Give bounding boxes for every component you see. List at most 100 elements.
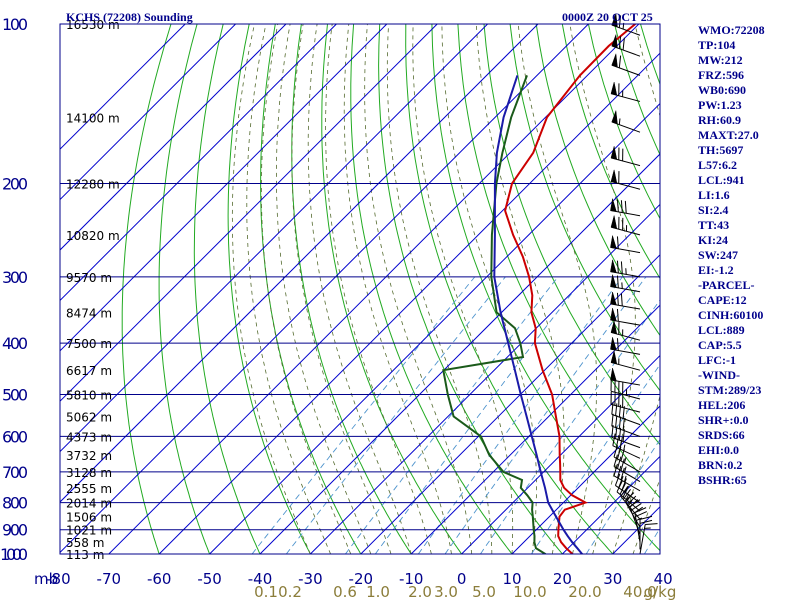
sounding-datetime: 0000Z 20 OCT 25	[562, 10, 653, 24]
wind-barb-flag	[616, 199, 619, 212]
height-labels: 16530 m 14100 m 12280 m 10820 m 9570 m 8474 m…	[66, 18, 120, 562]
isotherm-line	[410, 304, 660, 554]
wind-barb-flag	[620, 448, 625, 462]
index-item: MW:212	[698, 53, 743, 67]
dry-adiabat-line	[193, 24, 261, 554]
moist-adiabat-line	[343, 24, 452, 554]
mixing-ratio-label: 0.6	[333, 583, 357, 600]
index-item: MAXT:27.0	[698, 128, 759, 142]
mixing-ratio-label: g/kg	[644, 583, 677, 600]
temperature-tick-label: 40	[654, 570, 673, 588]
isotherm-line	[60, 24, 388, 352]
wind-barb-flag	[618, 427, 622, 441]
wind-barb-pennant	[610, 291, 617, 306]
wind-barb-pennant	[611, 110, 618, 125]
temperature-tick-label: 30	[603, 570, 622, 588]
temperature-tick-label: 20	[553, 570, 572, 588]
mixing-ratio-line	[480, 299, 660, 554]
dry-adiabat-line	[260, 24, 362, 554]
wind-barb-flag	[620, 261, 623, 274]
height-label: 16530 m	[66, 18, 120, 32]
wind-barb-flag	[615, 403, 618, 416]
index-item: -PARCEL-	[698, 278, 755, 292]
wind-barb-flag	[622, 37, 625, 51]
wind-barb-pennant	[610, 235, 617, 249]
moist-adiabat-line	[231, 24, 311, 554]
wind-barb-flag	[616, 236, 619, 249]
pressure-tick-label: 900	[2, 521, 28, 540]
wind-barb-flag	[629, 499, 641, 508]
index-item: CAPE:12	[698, 293, 747, 307]
temperature-tick-label: -30	[298, 570, 323, 588]
temperature-tick-label: 10	[502, 570, 521, 588]
index-item: -WIND-	[698, 368, 740, 382]
mixing-ratio-line	[585, 438, 660, 554]
wind-barb	[611, 34, 641, 57]
wind-barb-flag	[622, 417, 625, 431]
mixing-ratio-label: 3.0	[434, 583, 458, 600]
wind-barb-half-flag	[628, 500, 633, 506]
wind-barb-flag	[614, 473, 621, 486]
isotherm-line	[60, 24, 186, 150]
mixing-ratio-label: 1.0	[366, 583, 390, 600]
dry-adiabat-line	[227, 24, 311, 554]
mixing-ratio-line	[345, 276, 559, 554]
dry-adiabat-line	[431, 24, 660, 552]
wind-barb-flag	[622, 429, 625, 442]
wind-barb	[610, 198, 641, 217]
wind-barb	[613, 454, 641, 482]
wind-barb-staff	[639, 524, 646, 555]
mixing-ratio-label: 5.0	[472, 583, 496, 600]
wind-barb-flag	[613, 454, 618, 467]
height-label: 9570 m	[66, 271, 112, 285]
mixing-ratio-label: 0.2	[278, 583, 302, 600]
moist-adiabat-line	[364, 24, 473, 554]
wind-barb-flag	[616, 292, 619, 306]
wind-barb-flag	[634, 507, 647, 514]
parcel-line	[493, 75, 584, 554]
index-item: SHR+:0.0	[698, 413, 749, 427]
moist-adiabat-line	[441, 24, 537, 554]
isotherm-line	[511, 405, 660, 554]
wind-barb	[634, 507, 647, 543]
height-label: 6617 m	[66, 364, 112, 378]
wind-barb	[610, 215, 641, 236]
height-label: 8474 m	[66, 306, 112, 320]
wind-barb-flag	[619, 483, 626, 495]
temperature-tick-label: 0	[457, 570, 467, 588]
chart-title: KCHS (72208) Sounding	[66, 10, 193, 24]
background-grid	[60, 24, 660, 554]
dry-adiabat-line	[509, 24, 660, 392]
index-item: PW:1.23	[698, 98, 742, 112]
pressure-tick-label: 500	[2, 385, 28, 404]
isotherm-line	[60, 24, 488, 453]
mixing-ratio-label: 40.0	[623, 583, 656, 600]
index-item: LCL:941	[698, 173, 745, 187]
wind-barb-pennant	[610, 308, 617, 322]
wind-barb-column	[610, 13, 658, 555]
isotherm-line	[60, 24, 539, 503]
height-label: 2555 m	[66, 482, 112, 496]
pressure-tick-label: 1000	[0, 545, 28, 564]
isotherm-line	[60, 24, 287, 251]
wind-barb-flag	[620, 293, 623, 306]
mixing-ratio-label: 20.0	[568, 583, 601, 600]
wind-barb	[610, 82, 641, 102]
temperature-tick-label: -80	[46, 570, 71, 588]
wind-barb-pennant	[610, 169, 618, 184]
wind-barb-half-flag	[623, 456, 627, 464]
wind-barb	[611, 53, 641, 76]
wind-barb	[613, 444, 641, 473]
wind-barb-half-flag	[625, 493, 630, 500]
wind-barb	[610, 169, 641, 190]
wind-barb-flag	[645, 523, 658, 525]
wind-barb-staff	[616, 491, 641, 512]
index-item: WB0:690	[698, 83, 746, 97]
dry-adiabat-line	[350, 24, 513, 554]
index-item: SW:247	[698, 248, 739, 262]
mixing-ratio-label: 10.0	[513, 583, 546, 600]
pressure-tick-label: 600	[2, 427, 28, 446]
wind-barb	[611, 401, 641, 426]
